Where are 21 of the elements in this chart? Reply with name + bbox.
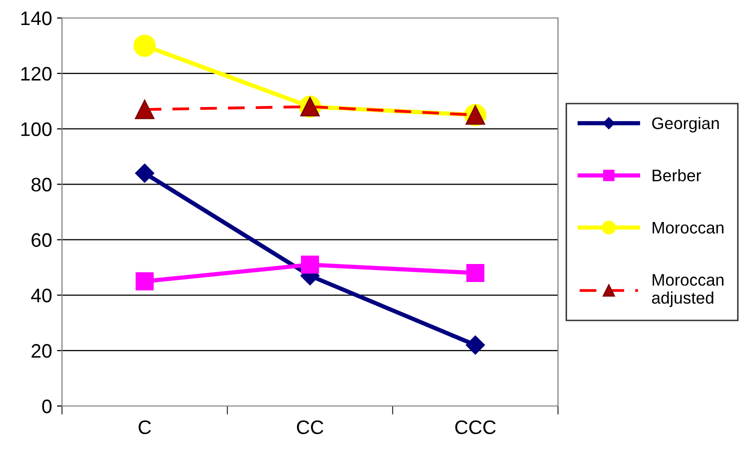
legend-label: Berber <box>652 169 702 182</box>
point <box>136 272 154 290</box>
point <box>466 335 485 355</box>
y-tick-label: 100 <box>21 122 52 136</box>
point <box>466 264 484 282</box>
y-tick-label: 40 <box>31 288 52 302</box>
legend-label: Georgian <box>652 116 719 132</box>
point <box>134 34 156 57</box>
x-tick-label: CC <box>296 420 324 434</box>
legend-label: Moroccan <box>652 222 724 234</box>
point <box>300 256 320 274</box>
x-tick-label: CCC <box>455 420 496 434</box>
y-tick-label: 80 <box>31 178 52 192</box>
y-tick-label: 20 <box>32 344 52 358</box>
x-tick-label: C <box>138 420 151 434</box>
y-tick-label: 60 <box>32 233 52 247</box>
point <box>135 164 154 183</box>
legend-label: Moroccan adjusted <box>652 274 724 308</box>
y-tick-label: 120 <box>21 66 52 81</box>
y-tick-label: 140 <box>21 11 52 26</box>
y-tick-label: 0 <box>42 399 52 414</box>
